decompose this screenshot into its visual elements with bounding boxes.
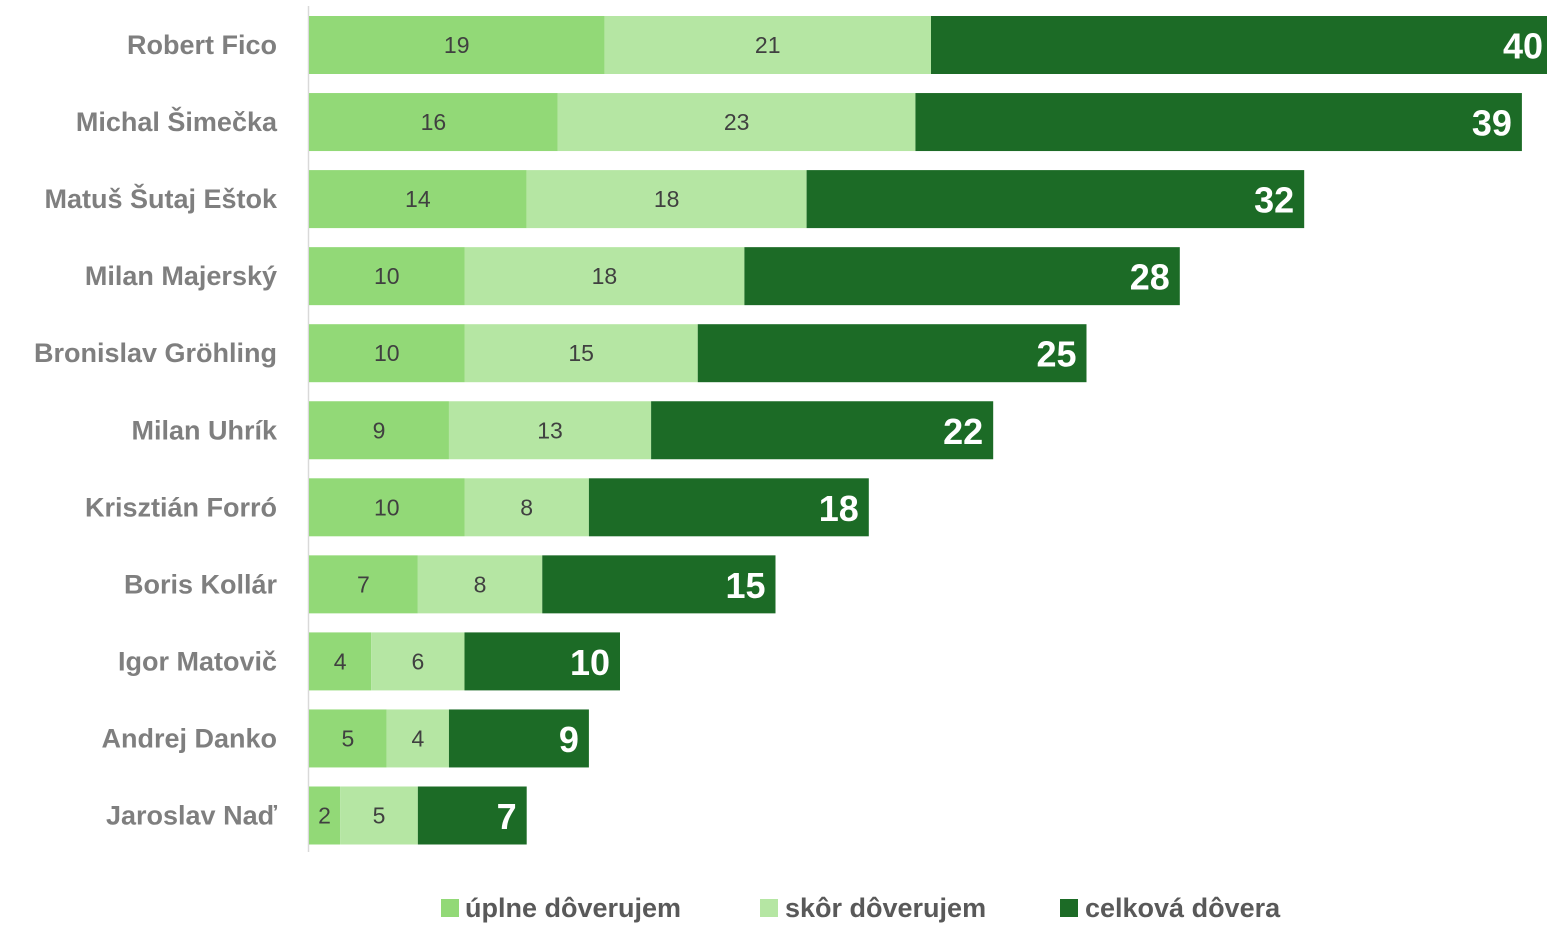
category-label: Milan Majerský <box>85 261 277 291</box>
category-label: Boris Kollár <box>124 569 278 599</box>
bar-segment-1 <box>309 170 527 229</box>
total-value-label: 25 <box>1036 334 1076 375</box>
segment-value-label: 10 <box>374 494 400 520</box>
segment-value-label: 21 <box>755 32 781 58</box>
bar-segment-2 <box>526 170 807 229</box>
bar-segment-3 <box>417 786 527 845</box>
segment-value-label: 6 <box>411 648 424 674</box>
bar-segment-1 <box>309 786 341 845</box>
legend-swatch-3 <box>1060 899 1078 917</box>
segment-value-label: 19 <box>444 32 470 58</box>
category-label: Igor Matovič <box>118 646 277 676</box>
bar-segment-3 <box>697 324 1087 383</box>
bar-segment-2 <box>386 709 449 768</box>
bar-segment-2 <box>604 16 931 74</box>
bar-segment-1 <box>309 247 465 306</box>
bar-segment-3 <box>464 632 620 691</box>
total-value-label: 18 <box>819 488 859 529</box>
category-labels: Robert Fico Michal Šimečka Matuš Šutaj Ešt… <box>34 30 278 831</box>
bar-segment-2 <box>464 324 698 383</box>
segment-value-label: 15 <box>568 340 594 366</box>
segment-value-label: 18 <box>654 186 680 212</box>
bar-segment-2 <box>340 786 418 845</box>
total-value-label: 9 <box>559 719 579 760</box>
bar-segment-2 <box>417 555 543 614</box>
total-value-label: 28 <box>1130 257 1170 298</box>
segment-value-label: 5 <box>341 725 354 751</box>
bar-segment-1 <box>309 555 418 614</box>
bar-segment-1 <box>309 632 372 691</box>
bar-segment-3 <box>931 16 1547 74</box>
category-label: Michal Šimečka <box>76 106 278 137</box>
legend-swatch-1 <box>441 899 459 917</box>
segment-value-label: 13 <box>537 417 563 443</box>
segment-value-label: 8 <box>474 571 487 597</box>
segment-value-label: 14 <box>405 186 431 212</box>
segment-value-label: 10 <box>374 263 400 289</box>
bar-segment-1 <box>309 93 558 152</box>
bar-segment-3 <box>651 401 994 460</box>
total-value-label: 7 <box>497 796 517 837</box>
segment-value-label: 5 <box>373 803 386 829</box>
bar-segment-3 <box>744 247 1180 306</box>
total-value-label: 39 <box>1472 103 1512 144</box>
bar-segment-2 <box>464 478 589 537</box>
bar-segment-3 <box>806 170 1305 229</box>
category-label: Andrej Danko <box>101 723 277 753</box>
segment-value-label: 23 <box>724 109 750 135</box>
total-value-label: 22 <box>943 411 983 452</box>
total-value-label: 10 <box>570 642 610 683</box>
category-label: Matuš Šutaj Eštok <box>44 183 278 214</box>
category-label: Robert Fico <box>127 30 277 60</box>
bar-segment-2 <box>464 247 745 306</box>
bar-segment-3 <box>915 93 1522 152</box>
legend-label-3: celková dôvera <box>1085 893 1281 923</box>
segment-value-label: 8 <box>520 494 533 520</box>
bar-segment-3 <box>542 555 776 614</box>
segment-value-label: 10 <box>374 340 400 366</box>
category-label: Bronislav Gröhling <box>34 338 277 368</box>
category-label: Milan Uhrík <box>131 415 278 445</box>
category-label: Jaroslav Naď <box>106 801 278 831</box>
segment-value-label: 4 <box>411 725 424 751</box>
segment-value-label: 7 <box>357 571 370 597</box>
bar-segment-1 <box>309 401 449 460</box>
legend: úplne dôverujem skôr dôverujem celková dôv… <box>441 893 1281 923</box>
segment-value-label: 9 <box>373 417 386 443</box>
legend-swatch-2 <box>760 899 778 917</box>
bar-segment-2 <box>371 632 465 691</box>
bar-segment-1 <box>309 709 387 768</box>
total-value-label: 40 <box>1503 26 1543 67</box>
bar-segment-2 <box>557 93 916 152</box>
segment-value-label: 2 <box>318 803 331 829</box>
total-value-label: 32 <box>1254 180 1294 221</box>
bar-segment-1 <box>309 324 465 383</box>
segment-value-label: 16 <box>421 109 447 135</box>
bar-segment-1 <box>309 16 605 74</box>
bar-segment-3 <box>588 478 869 537</box>
total-value-label: 15 <box>725 565 765 606</box>
segment-value-label: 4 <box>334 648 347 674</box>
legend-label-2: skôr dôverujem <box>785 893 986 923</box>
bar-segment-2 <box>448 401 652 460</box>
legend-label-1: úplne dôverujem <box>465 893 681 923</box>
segment-value-label: 18 <box>592 263 618 289</box>
bar-segment-1 <box>309 478 465 537</box>
category-label: Krisztián Forró <box>85 492 277 522</box>
bar-segment-3 <box>448 709 589 768</box>
